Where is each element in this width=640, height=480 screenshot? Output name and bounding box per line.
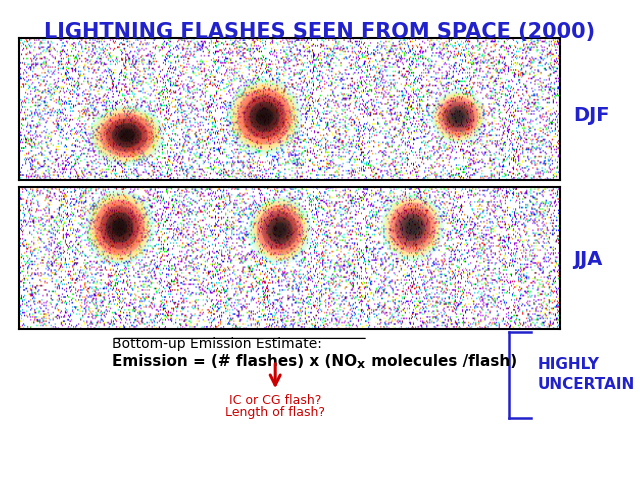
- Text: Emission = (# flashes) x (NO: Emission = (# flashes) x (NO: [112, 354, 357, 369]
- Text: IC or CG flash?: IC or CG flash?: [229, 394, 321, 407]
- Text: Length of flash?: Length of flash?: [225, 406, 325, 419]
- Text: JJA: JJA: [573, 250, 602, 269]
- Text: HIGHLY
UNCERTAIN: HIGHLY UNCERTAIN: [538, 357, 635, 392]
- Text: DJF: DJF: [573, 106, 609, 125]
- Text: molecules /flash): molecules /flash): [366, 354, 517, 369]
- Text: Bottom-up Emission Estimate:: Bottom-up Emission Estimate:: [112, 337, 322, 351]
- Text: LIGHTNING FLASHES SEEN FROM SPACE (2000): LIGHTNING FLASHES SEEN FROM SPACE (2000): [44, 22, 596, 42]
- Text: x: x: [357, 358, 365, 371]
